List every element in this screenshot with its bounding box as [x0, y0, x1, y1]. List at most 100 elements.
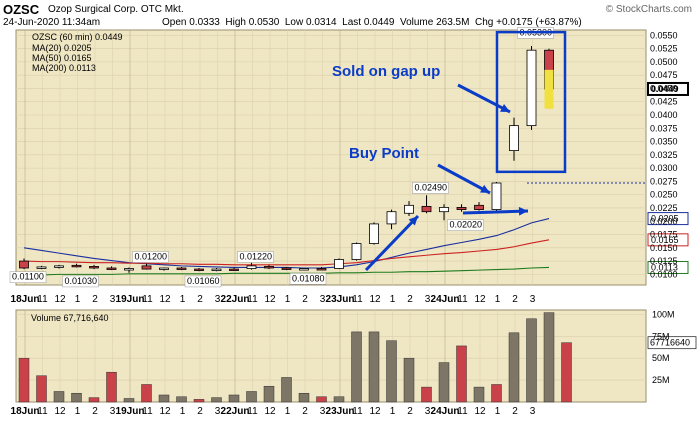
price-x-tick: 11 — [352, 294, 363, 305]
symbol-title: OZSC — [3, 2, 40, 17]
last-candle-highlight — [544, 69, 554, 109]
legend-ma20: MA(20) 0.0205 — [32, 43, 92, 53]
candle-body — [369, 223, 379, 244]
volume-x-tick: 1 — [285, 406, 291, 417]
price-label: 0.01200 — [135, 252, 168, 262]
volume-bar — [316, 396, 327, 403]
price-x-tick: 18Jun — [11, 294, 40, 305]
price-x-tick: 12 — [369, 294, 381, 305]
volume-bar — [491, 384, 502, 403]
volume-x-tick: 1 — [390, 406, 396, 417]
candle-body — [194, 268, 204, 271]
price-axis-tick: 0.0400 — [650, 110, 678, 120]
candle-body — [54, 265, 64, 268]
volume-x-tick: 2 — [407, 406, 413, 417]
volume-x-tick: 11 — [37, 406, 48, 417]
volume-panel — [15, 309, 647, 403]
price-axis-tick: 0.0475 — [650, 70, 678, 80]
price-x-tick: 11 — [142, 294, 153, 305]
volume-bar — [421, 386, 432, 403]
price-axis-tick: 0.0175 — [650, 230, 678, 240]
price-x-tick: 3 — [425, 294, 431, 305]
price-x-tick: 3 — [110, 294, 116, 305]
candle-body — [124, 268, 134, 271]
volume-bar — [403, 357, 415, 403]
price-label-box — [62, 275, 99, 288]
uptrend-arrow-head — [408, 216, 418, 226]
candle-body — [211, 268, 222, 271]
volume-bar — [18, 357, 30, 403]
price-x-tick: 11 — [247, 294, 258, 305]
candle-body — [141, 265, 152, 270]
volume-value-label: 67716640 — [650, 338, 690, 348]
price-label-box — [184, 275, 222, 288]
price-axis-tick: 0.0525 — [650, 44, 678, 54]
breakout-arrow-head — [518, 206, 528, 216]
axis-value-box — [647, 260, 689, 274]
price-label-box — [9, 271, 47, 283]
candle-body — [439, 207, 449, 213]
candle-body — [491, 182, 502, 210]
volume-x-tick: 22Jun — [221, 406, 250, 417]
volume-x-tick: 2 — [197, 406, 203, 417]
volume-x-tick: 2 — [302, 406, 308, 417]
price-x-tick: 12 — [54, 294, 66, 305]
price-x-tick: 2 — [407, 294, 413, 305]
volume-x-tick: 23Jun — [326, 406, 355, 417]
candle-body — [264, 266, 274, 269]
price-x-tick: 3 — [530, 294, 536, 305]
volume-x-tick: 18Jun — [11, 406, 40, 417]
volume-x-tick: 12 — [54, 406, 66, 417]
volume-x-tick: 11 — [247, 406, 258, 417]
volume-x-tick: 12 — [159, 406, 171, 417]
candle-body — [526, 49, 537, 127]
price-axis-tick: 0.0350 — [650, 137, 678, 147]
price-x-tick: 1 — [495, 294, 501, 305]
price-x-tick: 1 — [390, 294, 396, 305]
volume-x-tick: 3 — [320, 406, 326, 417]
price-label-box — [237, 251, 274, 263]
volume-bar — [36, 375, 47, 403]
sold-highlight-box — [495, 30, 567, 174]
stockcharts-credit: © StockCharts.com — [605, 4, 692, 15]
volume-x-tick: 3 — [530, 406, 536, 417]
company-name: Ozop Surgical Corp. OTC Mkt. — [48, 4, 184, 15]
candle-body — [19, 260, 29, 269]
axis-value-box — [647, 233, 689, 247]
price-axis-tick: 0.0125 — [650, 256, 678, 266]
candle-body — [246, 265, 257, 269]
axis-value-box — [647, 81, 689, 96]
volume-bar — [333, 396, 345, 403]
price-label-box — [289, 273, 327, 285]
volume-bar — [106, 371, 117, 403]
candle-body — [404, 204, 414, 214]
volume-x-tick: 24Jun — [431, 406, 460, 417]
volume-bar — [351, 331, 362, 403]
volume-x-tick: 1 — [495, 406, 501, 417]
price-axis-tick: 0.0375 — [650, 123, 678, 133]
price-x-tick: 1 — [285, 294, 291, 305]
price-axis-tick: 0.0500 — [650, 57, 678, 67]
uptrend-arrow — [364, 214, 420, 272]
volume-x-tick: 11 — [142, 406, 153, 417]
ma200-line — [24, 266, 550, 276]
candle-body — [509, 125, 519, 151]
price-label: 0.01060 — [187, 276, 220, 286]
volume-x-tick: 12 — [369, 406, 381, 417]
volume-bar — [456, 345, 467, 403]
volume-bar — [141, 384, 152, 403]
annotation-sold-on-gap-up: Sold on gap up — [332, 63, 440, 80]
breakout-arrow — [462, 209, 529, 215]
candle-body — [316, 268, 327, 271]
volume-value-box — [647, 336, 697, 350]
price-x-tick: 12 — [474, 294, 486, 305]
price-x-tick: 2 — [302, 294, 308, 305]
annotation-buy-point: Buy Point — [349, 145, 419, 162]
candle-body — [229, 268, 239, 271]
price-x-tick: 12 — [159, 294, 171, 305]
sold-arrow — [457, 83, 511, 114]
price-x-tick: 12 — [264, 294, 276, 305]
price-axis-tick: 0.0225 — [650, 203, 678, 213]
volume-x-tick: 12 — [264, 406, 276, 417]
volume-x-tick: 3 — [110, 406, 116, 417]
